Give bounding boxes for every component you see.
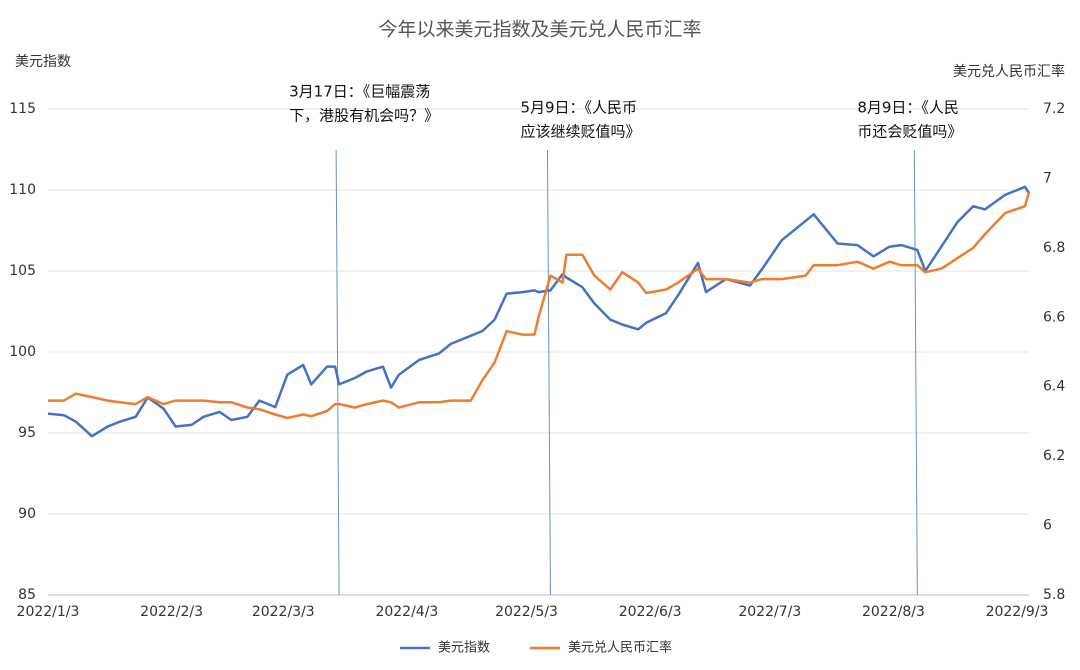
legend-label: 美元指数 bbox=[438, 641, 490, 656]
annotation-text: 3月17日：《巨幅震荡 bbox=[289, 83, 430, 101]
annotation-text: 下，港股有机会吗？》 bbox=[289, 107, 439, 125]
y-tick-label: 115 bbox=[9, 101, 36, 117]
annotation-text: 币还会贬值吗》 bbox=[857, 123, 962, 141]
y2-tick-label: 5.8 bbox=[1043, 587, 1065, 603]
annotation-text: 8月9日：《人民 bbox=[857, 99, 959, 117]
y2-tick-label: 6.4 bbox=[1043, 379, 1065, 395]
y2-tick-label: 7 bbox=[1043, 170, 1052, 186]
y2-tick-label: 6.6 bbox=[1043, 309, 1065, 325]
x-tick-label: 2022/6/3 bbox=[619, 604, 682, 620]
x-tick-label: 2022/3/3 bbox=[252, 604, 315, 620]
annotation-text: 应该继续贬值吗》 bbox=[520, 123, 640, 141]
y-tick-label: 95 bbox=[18, 425, 36, 441]
x-tick-label: 2022/1/3 bbox=[17, 604, 80, 620]
y2-tick-label: 6.8 bbox=[1043, 240, 1065, 256]
x-tick-label: 2022/9/3 bbox=[986, 604, 1049, 620]
x-tick-label: 2022/4/3 bbox=[375, 604, 438, 620]
y2-tick-label: 7.2 bbox=[1043, 101, 1065, 117]
series-line bbox=[47, 185, 1031, 438]
legend-label: 美元兑人民币汇率 bbox=[568, 640, 672, 656]
y2-axis-title: 美元兑人民币汇率 bbox=[953, 63, 1065, 80]
y-tick-label: 110 bbox=[9, 182, 36, 198]
x-tick-label: 2022/8/3 bbox=[862, 604, 925, 620]
y-tick-label: 100 bbox=[9, 344, 36, 360]
annotation-text: 5月9日：《人民币 bbox=[520, 99, 637, 117]
y2-tick-label: 6 bbox=[1043, 518, 1052, 534]
series-line bbox=[48, 191, 1031, 420]
y2-tick-label: 6.2 bbox=[1043, 448, 1065, 464]
y-tick-label: 90 bbox=[18, 506, 36, 522]
y-tick-label: 85 bbox=[18, 587, 36, 603]
y-tick-label: 105 bbox=[9, 263, 36, 279]
annotation-line bbox=[913, 149, 918, 596]
x-tick-label: 2022/7/3 bbox=[738, 604, 801, 620]
annotation-line bbox=[546, 149, 551, 596]
x-tick-label: 2022/5/3 bbox=[495, 604, 558, 620]
y-axis-title: 美元指数 bbox=[15, 54, 71, 70]
x-tick-label: 2022/2/3 bbox=[140, 604, 203, 620]
chart-title: 今年以来美元指数及美元兑人民币汇率 bbox=[378, 19, 701, 41]
